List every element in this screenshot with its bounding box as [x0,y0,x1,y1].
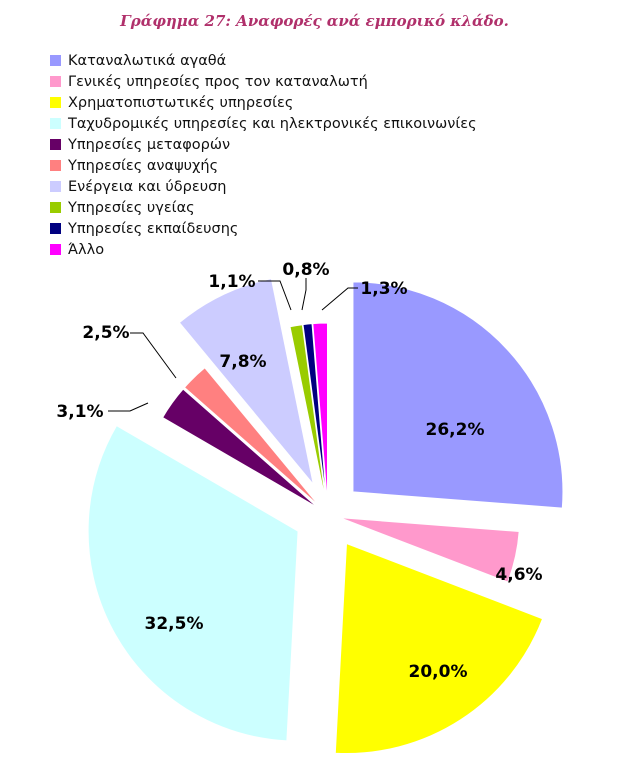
legend: Καταναλωτικά αγαθά Γενικές υπηρεσίες προ… [50,50,477,260]
leader-line [301,278,307,311]
slice-data-label: 1,3% [360,279,407,299]
legend-item: Άλλο [50,239,477,260]
legend-swatch [50,139,61,150]
slice-data-label: 20,0% [409,662,468,682]
legend-swatch [50,97,61,108]
slice-data-label: 2,5% [82,323,129,343]
leader-line [321,287,358,311]
pie-slice [87,424,299,742]
pie-slice [161,388,319,509]
legend-item: Γενικές υπηρεσίες προς τον καταναλωτή [50,71,477,92]
legend-label: Ταχυδρομικές υπηρεσίες και ηλεκτρονικές … [68,115,477,132]
leader-line [130,332,177,379]
legend-item: Ταχυδρομικές υπηρεσίες και ηλεκτρονικές … [50,113,477,134]
slice-data-label: 7,8% [219,352,266,372]
legend-label: Υπηρεσίες αναψυχής [68,157,219,174]
legend-label: Υπηρεσίες εκπαίδευσης [68,220,239,237]
legend-swatch [50,181,61,192]
pie-slice [312,322,329,504]
legend-swatch [50,160,61,171]
slice-data-label: 26,2% [426,420,485,440]
slice-data-label: 3,1% [56,402,103,422]
legend-label: Υπηρεσίες μεταφορών [68,136,231,153]
chart-title: Γράφημα 27: Αναφορές ανά εμπορικό κλάδο. [120,12,509,30]
pie-slice [289,324,327,504]
legend-item: Υπηρεσίες μεταφορών [50,134,477,155]
leader-line [258,280,292,311]
legend-item: Υπηρεσίες αναψυχής [50,155,477,176]
legend-swatch [50,76,61,87]
pie-slice [302,323,328,504]
legend-swatch [50,202,61,213]
legend-item: Ενέργεια και ύδρευση [50,176,477,197]
legend-swatch [50,118,61,129]
legend-item: Υπηρεσίες εκπαίδευσης [50,218,477,239]
legend-label: Ενέργεια και ύδρευση [68,178,227,195]
legend-item: Χρηματοπιστωτικές υπηρεσίες [50,92,477,113]
legend-label: Υπηρεσίες υγείας [68,199,195,216]
slice-data-label: 1,1% [208,272,255,292]
legend-label: Χρηματοπιστωτικές υπηρεσίες [68,94,294,111]
legend-swatch [50,244,61,255]
slice-data-label: 0,8% [282,260,329,280]
legend-label: Γενικές υπηρεσίες προς τον καταναλωτή [68,73,368,90]
leader-line [108,402,149,412]
legend-label: Άλλο [68,241,105,258]
pie-slice [334,542,544,755]
pie-slice [339,517,520,583]
legend-item: Υπηρεσίες υγείας [50,197,477,218]
pie-slice [352,281,564,509]
legend-label: Καταναλωτικά αγαθά [68,52,227,69]
legend-swatch [50,55,61,66]
slice-data-label: 4,6% [495,565,542,585]
pie-slice [178,277,314,485]
pie-slice [183,367,321,507]
slice-data-label: 32,5% [145,614,204,634]
legend-swatch [50,223,61,234]
legend-item: Καταναλωτικά αγαθά [50,50,477,71]
